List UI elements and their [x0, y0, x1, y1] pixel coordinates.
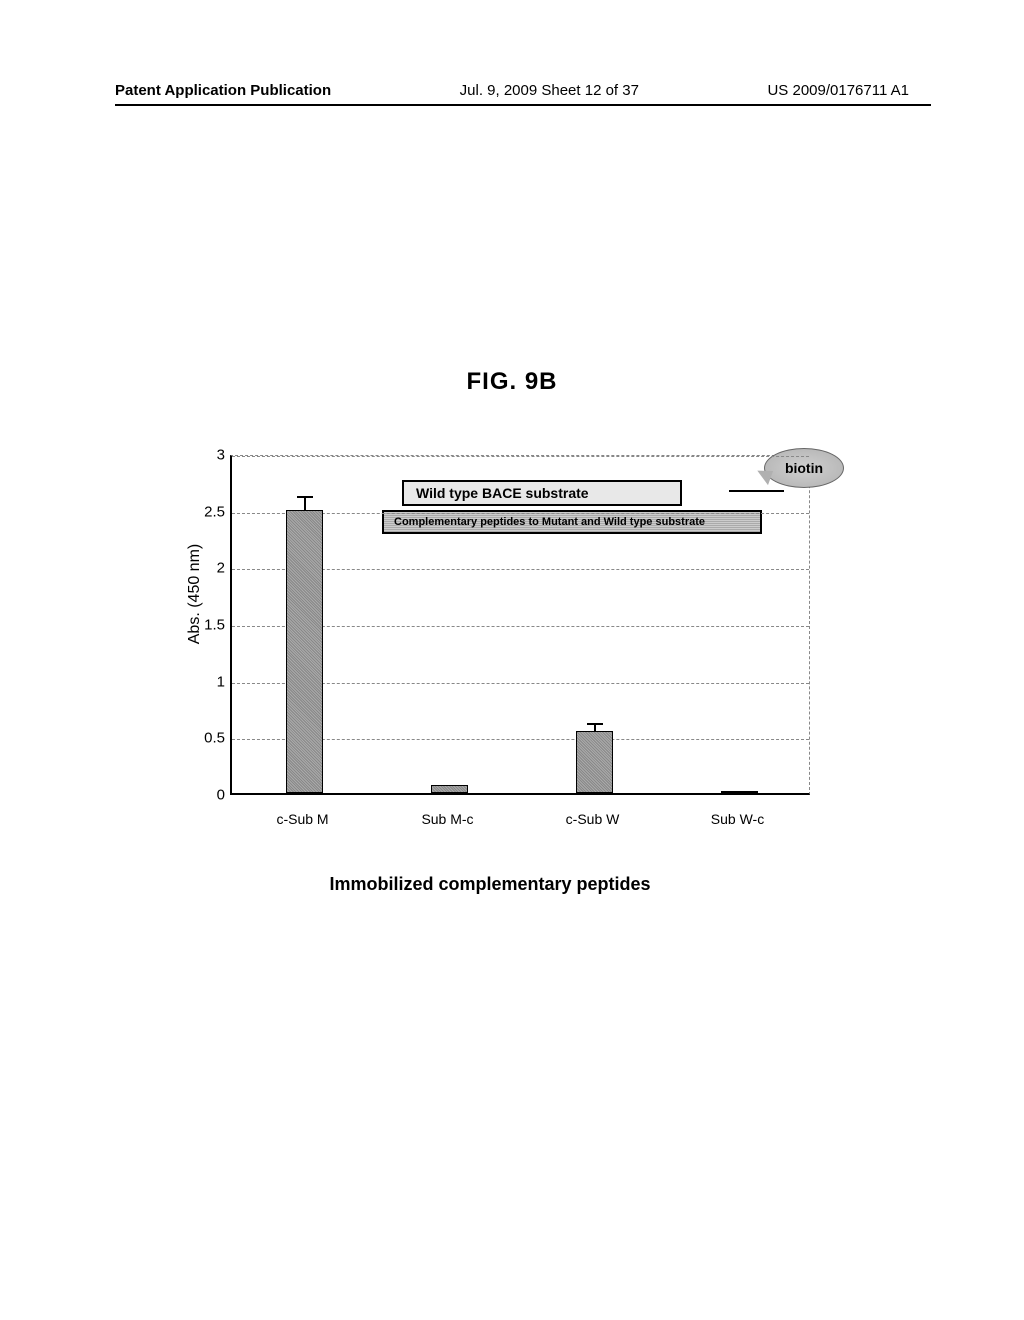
header-divider: [115, 104, 931, 106]
header-center: Jul. 9, 2009 Sheet 12 of 37: [460, 82, 639, 99]
header-right: US 2009/0176711 A1: [767, 82, 909, 99]
biotin-callout: biotin: [764, 448, 844, 488]
bar-chart: Abs. (450 nm) biotin Wild type BACE subs…: [150, 445, 830, 885]
error-cap: [297, 496, 313, 498]
legend2-label: Complementary peptides to Mutant and Wil…: [394, 516, 705, 528]
legend-connector: [729, 490, 784, 492]
x-tick-label: c-Sub W: [566, 811, 620, 827]
x-tick-label: c-Sub M: [276, 811, 328, 827]
legend-box-substrate: Wild type BACE substrate: [402, 480, 682, 506]
bar: [431, 785, 467, 793]
plot-area: biotin Wild type BACE substrate Compleme…: [230, 455, 810, 795]
figure-title: FIG. 9B: [0, 368, 1024, 396]
error-bar: [594, 725, 596, 731]
page-header: Patent Application Publication Jul. 9, 2…: [0, 82, 1024, 99]
y-tick-label: 0: [200, 787, 225, 804]
error-cap: [587, 723, 603, 725]
x-axis-label: Immobilized complementary peptides: [150, 874, 830, 895]
y-tick-label: 0.5: [200, 730, 225, 747]
y-tick-label: 2.5: [200, 503, 225, 520]
biotin-ellipse: biotin: [764, 448, 844, 488]
y-tick-label: 1.5: [200, 617, 225, 634]
bar: [721, 791, 757, 793]
legend1-label: Wild type BACE substrate: [416, 485, 589, 501]
x-tick-label: Sub M-c: [421, 811, 473, 827]
gridline: [232, 456, 809, 457]
y-tick-label: 1: [200, 673, 225, 690]
error-bar: [304, 498, 306, 509]
y-tick-label: 3: [200, 447, 225, 464]
biotin-label: biotin: [785, 460, 823, 476]
header-left: Patent Application Publication: [115, 82, 331, 99]
bar: [286, 510, 322, 793]
y-tick-label: 2: [200, 560, 225, 577]
x-tick-label: Sub W-c: [711, 811, 764, 827]
bar: [576, 731, 612, 793]
